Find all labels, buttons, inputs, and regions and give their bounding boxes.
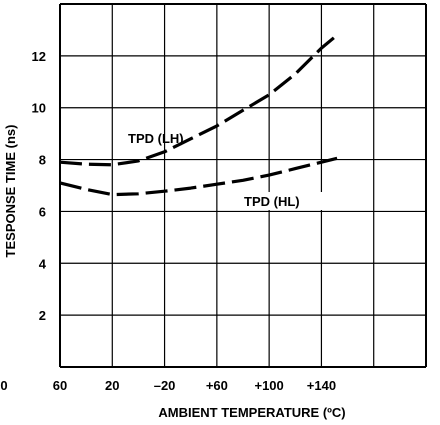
x-tick-label: –20: [154, 378, 176, 393]
y-tick-label: 8: [39, 153, 46, 168]
grid: [59, 3, 427, 368]
edge-tick-label: 0: [0, 378, 7, 393]
x-tick-label: +60: [206, 378, 228, 393]
x-tick-label: +100: [254, 378, 283, 393]
y-tick-label: 12: [32, 49, 46, 64]
curves: [59, 33, 339, 197]
y-tick-label: 4: [39, 256, 47, 271]
series-line: [59, 156, 338, 197]
series-label-tpd-hl-bg: [241, 192, 331, 210]
x-tick-labels: 60 20 –20 +60 +100 +140: [53, 378, 336, 393]
y-tick-label: 2: [39, 308, 46, 323]
x-tick-label: 20: [105, 378, 119, 393]
series-label-tpd-hl: TPD (HL): [244, 194, 300, 209]
y-axis-title: TESPONSE TIME (ns): [3, 125, 18, 258]
series-line: [59, 33, 339, 167]
x-tick-label: +140: [307, 378, 336, 393]
y-tick-labels: 2 4 6 8 10 12: [32, 49, 47, 323]
x-axis-title: AMBIENT TEMPERATURE (ºC): [158, 405, 345, 420]
y-tick-label: 6: [39, 204, 46, 219]
x-tick-label: 60: [53, 378, 67, 393]
y-tick-label: 10: [32, 101, 46, 116]
series-label-tpd-lh: TPD (LH): [128, 131, 184, 146]
